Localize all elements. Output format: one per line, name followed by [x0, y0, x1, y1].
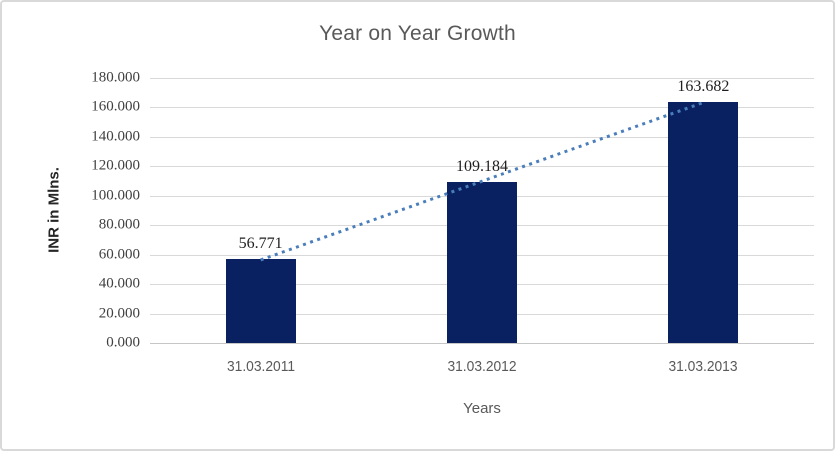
bar-data-label: 56.771 — [238, 235, 283, 253]
y-tick-label: 120.000 — [91, 157, 140, 174]
y-tick-label: 160.000 — [91, 98, 140, 115]
y-tick-label: 60.000 — [98, 246, 140, 263]
x-axis-title: Years — [463, 400, 501, 417]
y-tick-label: 40.000 — [98, 275, 140, 292]
chart-title: Year on Year Growth — [319, 22, 516, 45]
y-tick-label: 0.000 — [106, 334, 140, 351]
y-tick-label: 140.000 — [91, 128, 140, 145]
bar — [225, 259, 296, 343]
bar-data-label: 109.184 — [456, 158, 508, 176]
y-tick-label: 80.000 — [98, 216, 140, 233]
y-tick-label: 180.000 — [91, 69, 140, 86]
y-axis-tick-labels: 0.000 20.000 40.000 60.000 80.000 100.000 120.… — [2, 70, 140, 351]
x-tick-label: 31.03.2012 — [447, 358, 517, 375]
gridline — [150, 78, 814, 79]
bar — [668, 102, 739, 343]
y-tick-label: 20.000 — [98, 305, 140, 322]
x-tick-label: 31.03.2013 — [668, 358, 738, 375]
plot-area — [150, 78, 814, 344]
y-tick-label: 100.000 — [91, 187, 140, 204]
bar — [447, 182, 517, 343]
bar-data-label: 163.682 — [677, 78, 730, 96]
x-tick-label: 31.03.2011 — [226, 358, 295, 375]
